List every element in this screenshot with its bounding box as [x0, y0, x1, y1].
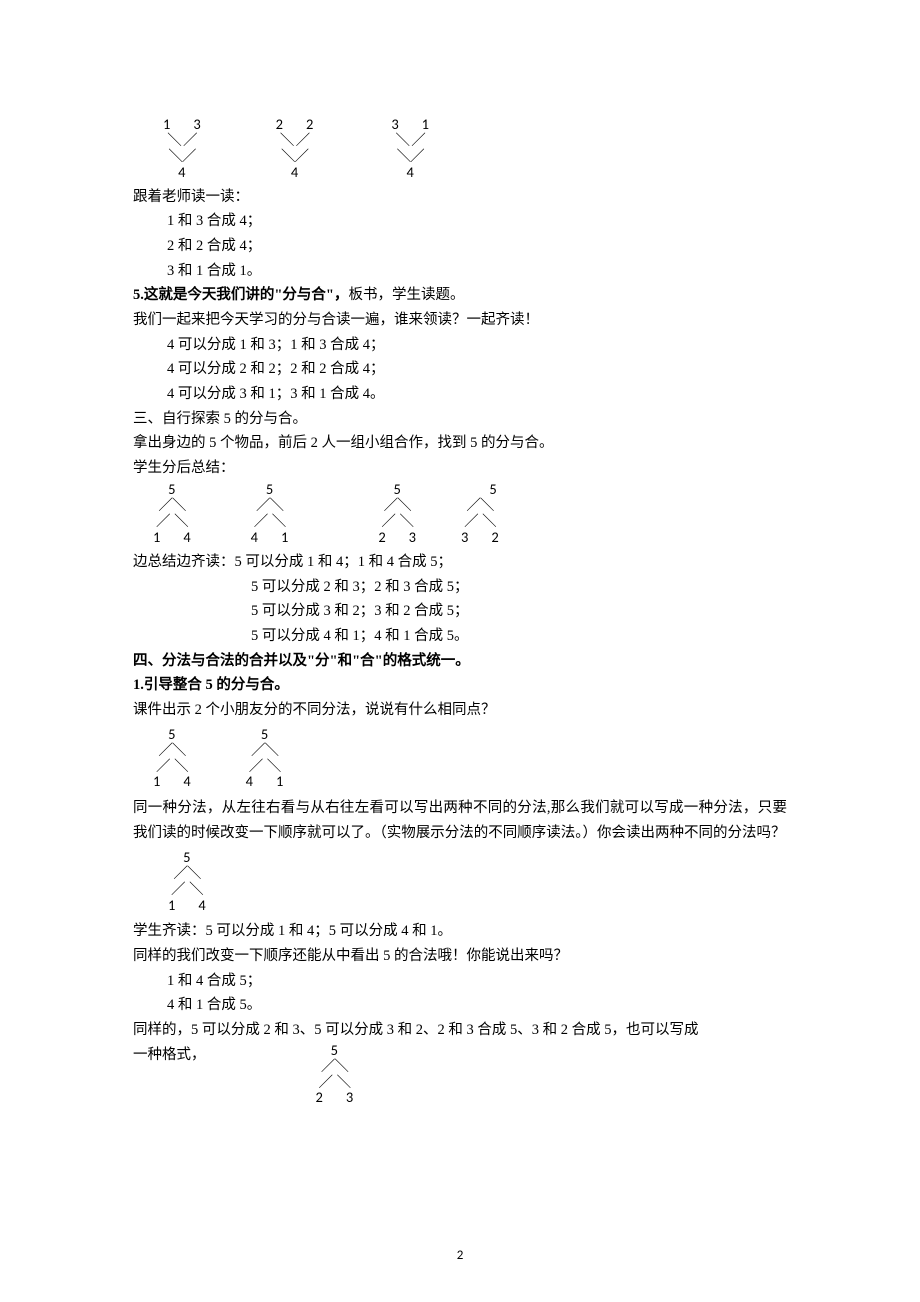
compose-5-line-1: 1 和 4 合成 5； — [133, 969, 787, 994]
compose-4-line-3: 3 和 1 合成 1。 — [133, 259, 787, 284]
bond-5-3-2: 5 ／＼ ／ ＼ 3 2 — [461, 482, 499, 546]
bond-bottom: 4 — [276, 165, 314, 181]
bond-3-1-4: 3 1 ＼ ／ ＼／ 4 — [391, 117, 429, 181]
bond-5-1-4: 5 ／＼ ／ ＼ 1 4 — [153, 482, 191, 546]
section-4-body-5b: 一种格式， — [133, 1043, 206, 1068]
section-4-body-1: 课件出示 2 个小朋友分的不同分法，说说有什么相同点？ — [133, 698, 787, 723]
summary-line-1: 边总结边齐读：5 可以分成 1 和 4；1 和 4 合成 5； — [133, 550, 787, 575]
section-5-body: 我们一起来把今天学习的分与合读一遍，谁来领读？一起齐读！ — [133, 308, 787, 333]
decompose-5-2: 5 可以分成 2 和 3；2 和 3 合成 5； — [133, 575, 787, 600]
number-bonds-row-1: 1 3 ＼ ／ ＼／ 4 2 2 ＼ ／ ＼／ 4 3 1 ＼ ／ ＼／ 4 — [163, 117, 787, 181]
follow-read-text: 跟着老师读一读： — [133, 185, 787, 210]
compose-5-line-2: 4 和 1 合成 5。 — [133, 993, 787, 1018]
section-4-body-4: 同样的我们改变一下顺序还能从中看出 5 的合法哦！你能说出来吗？ — [133, 944, 787, 969]
section-4-body-2: 同一种分法，从左往右看与从右往左看可以写出两种不同的分法,那么我们就可以写成一种… — [133, 796, 787, 845]
bond-5-4-1: 5 ／＼ ／ ＼ 4 1 — [251, 482, 289, 546]
section-3-body-2: 学生分后总结： — [133, 456, 787, 481]
compose-4-line-1: 1 和 3 合成 4； — [133, 209, 787, 234]
bond-1-3-4: 1 3 ＼ ／ ＼／ 4 — [163, 117, 201, 181]
bond-5-1-4-b: 5 ／＼ ／ ＼ 1 4 — [153, 727, 191, 791]
decompose-4-line-3: 4 可以分成 3 和 1；3 和 1 合成 4。 — [133, 382, 787, 407]
decompose-5-1: 5 可以分成 1 和 4；1 和 4 合成 5； — [235, 554, 453, 570]
decompose-4-line-1: 4 可以分成 1 和 3；1 和 3 合成 4； — [133, 333, 787, 358]
compose-4-line-2: 2 和 2 合成 4； — [133, 234, 787, 259]
section-3-body-1: 拿出身边的 5 个物品，前后 2 人一组小组合作，找到 5 的分与合。 — [133, 431, 787, 456]
section-5-title-bold: 5.这就是今天我们讲的"分与合"， — [133, 287, 348, 303]
decompose-5-3: 5 可以分成 3 和 2；3 和 2 合成 5； — [133, 599, 787, 624]
number-bonds-row-4: 5 ／＼ ／ ＼ 1 4 — [168, 850, 787, 914]
bond-5-2-3: 5 ／＼ ／ ＼ 2 3 — [378, 482, 416, 546]
bond-bottom: 4 — [163, 165, 201, 181]
summary-lead: 边总结边齐读： — [133, 554, 235, 570]
inline-bond-row: 一种格式， 5 ／＼ ／ ＼ 2 3 — [133, 1043, 787, 1107]
section-4-title: 四、分法与合法的合并以及"分"和"合"的格式统一。 — [133, 649, 787, 674]
section-5-heading: 5.这就是今天我们讲的"分与合"，板书，学生读题。 — [133, 283, 787, 308]
decompose-5-4: 5 可以分成 4 和 1；4 和 1 合成 5。 — [133, 624, 787, 649]
section-4-sub-1: 1.引导整合 5 的分与合。 — [133, 673, 787, 698]
section-4-body-3: 学生齐读：5 可以分成 1 和 4；5 可以分成 4 和 1。 — [133, 919, 787, 944]
number-bonds-row-2: 5 ／＼ ／ ＼ 1 4 5 ／＼ ／ ＼ 4 1 5 ／＼ ／ ＼ 2 3 5… — [153, 482, 787, 546]
section-3-title: 三、自行探索 5 的分与合。 — [133, 407, 787, 432]
page: 1 3 ＼ ／ ＼／ 4 2 2 ＼ ／ ＼／ 4 3 1 ＼ ／ ＼／ 4 跟… — [0, 0, 920, 1302]
bond-5-2-3-b: 5 ／＼ ／ ＼ 2 3 — [316, 1043, 354, 1107]
bond-5-4-1-b: 5 ／＼ ／ ＼ 4 1 — [246, 727, 284, 791]
bond-2-2-4: 2 2 ＼ ／ ＼／ 4 — [276, 117, 314, 181]
decompose-4-line-2: 4 可以分成 2 和 2；2 和 2 合成 4； — [133, 357, 787, 382]
bond-bottom: 4 — [391, 165, 429, 181]
number-bonds-row-3: 5 ／＼ ／ ＼ 1 4 5 ／＼ ／ ＼ 4 1 — [153, 727, 787, 791]
section-4-body-5a: 同样的，5 可以分成 2 和 3、5 可以分成 3 和 2、2 和 3 合成 5… — [133, 1018, 787, 1043]
section-5-title-rest: 板书，学生读题。 — [348, 287, 464, 303]
bond-5-1-4-c: 5 ／＼ ／ ＼ 1 4 — [168, 850, 206, 914]
page-number: 2 — [0, 1245, 920, 1267]
